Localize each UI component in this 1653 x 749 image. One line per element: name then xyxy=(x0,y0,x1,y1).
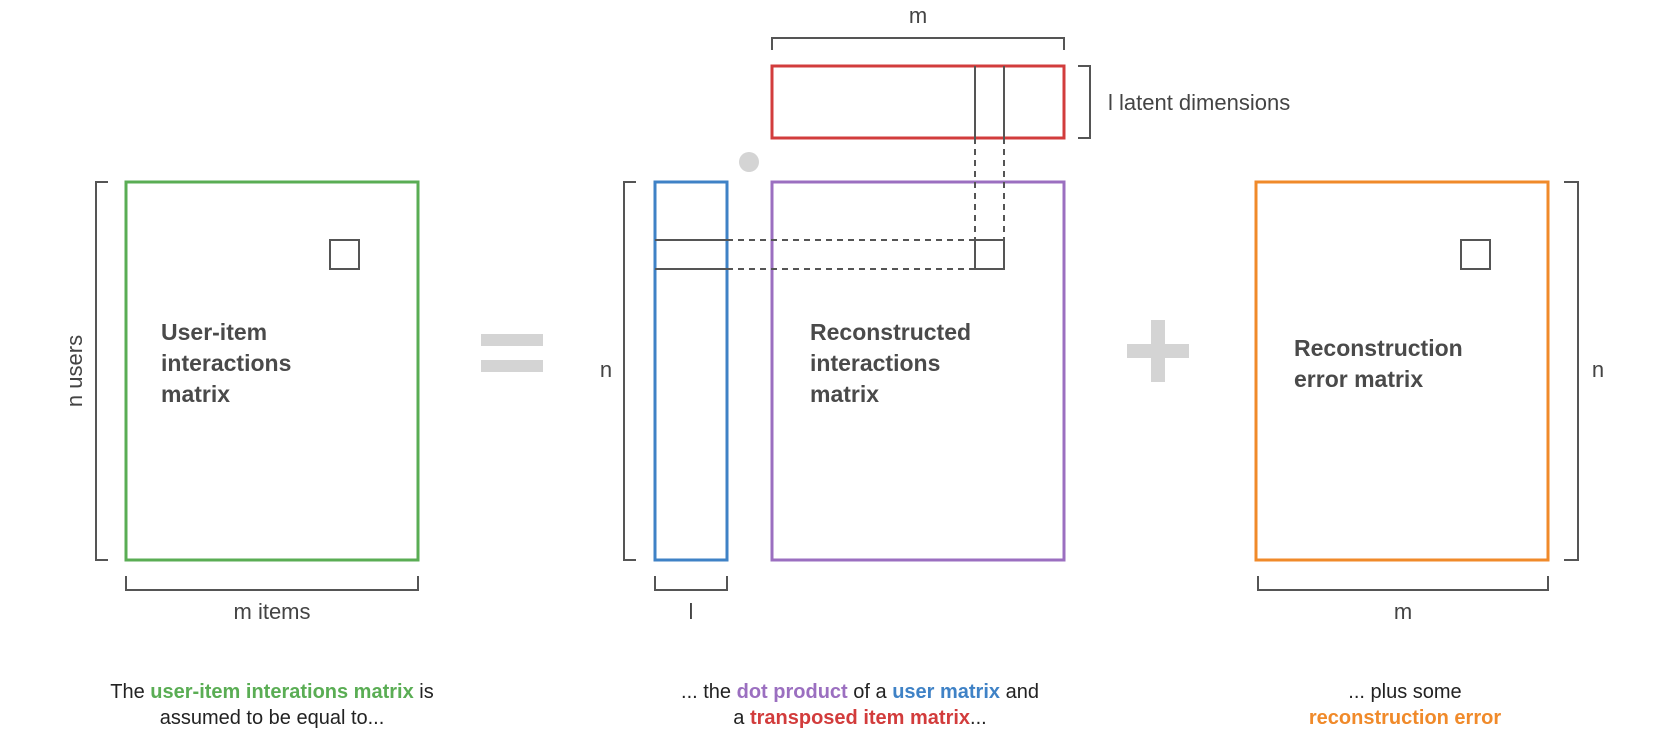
n-users-bracket xyxy=(95,181,108,561)
n-right-bracket xyxy=(1564,181,1579,561)
reconstructed-title-line3: matrix xyxy=(810,381,879,407)
caption-right-line1: ... plus some xyxy=(1348,681,1462,703)
dot-operator xyxy=(739,152,759,172)
latent-label: l latent dimensions xyxy=(1108,90,1290,115)
caption-right: ... plus some reconstruction error xyxy=(1260,679,1550,731)
item-matrix xyxy=(770,64,1066,140)
equals-bar-bottom xyxy=(481,360,543,372)
error-matrix xyxy=(1254,180,1550,562)
m-right-bracket xyxy=(1257,576,1549,591)
interactions-matrix xyxy=(124,180,420,562)
m-right-label: m xyxy=(1394,599,1412,624)
caption-middle-line2: a transposed item matrix... xyxy=(620,705,1100,731)
interactions-title-line1: User-item xyxy=(161,319,267,345)
equals-bar-top xyxy=(481,334,543,346)
interactions-cell xyxy=(329,239,360,270)
caption-middle-line2-pre: a xyxy=(733,707,750,729)
n-left-label: n xyxy=(600,357,612,382)
caption-middle-mid1: of a xyxy=(847,681,893,703)
n-left-bracket xyxy=(623,181,636,561)
interactions-title-line2: interactions xyxy=(161,350,291,376)
caption-user-matrix: user matrix xyxy=(892,681,1001,703)
latent-bracket xyxy=(1078,65,1091,139)
reconstructed-title-line2: interactions xyxy=(810,350,940,376)
caption-left-post: is xyxy=(413,681,434,703)
caption-middle-pre: ... the xyxy=(681,681,737,703)
m-top-label: m xyxy=(909,3,927,28)
error-cell xyxy=(1460,239,1491,270)
caption-left-highlight: user-item interations matrix xyxy=(150,681,414,703)
caption-middle: ... the dot product of a user matrix and… xyxy=(620,679,1100,731)
error-title-line1: Reconstruction xyxy=(1294,335,1463,361)
m-items-label: m items xyxy=(234,599,311,624)
caption-left-pre: The xyxy=(110,681,151,703)
reconstructed-cell xyxy=(974,239,1005,270)
reconstructed-matrix xyxy=(770,180,1066,562)
interactions-title-line3: matrix xyxy=(161,381,230,407)
caption-middle-mid2: and xyxy=(1000,681,1039,703)
n-right-label: n xyxy=(1592,357,1604,382)
caption-middle-line2-post: ... xyxy=(970,707,987,729)
caption-middle-line1: ... the dot product of a user matrix and xyxy=(620,679,1100,705)
m-items-bracket xyxy=(125,576,419,591)
caption-reconstruction-error: reconstruction error xyxy=(1308,707,1502,729)
caption-left: The user-item interations matrix is assu… xyxy=(60,679,484,731)
plus-vertical xyxy=(1151,320,1165,382)
caption-left-line2: assumed to be equal to... xyxy=(159,707,385,729)
caption-dot-product: dot product xyxy=(736,681,848,703)
l-bracket xyxy=(654,576,728,591)
caption-left-line1: The user-item interations matrix is xyxy=(60,679,484,705)
user-matrix xyxy=(653,180,729,562)
caption-transposed-item-matrix: transposed item matrix xyxy=(749,707,971,729)
reconstructed-title-line1: Reconstructed xyxy=(810,319,971,345)
m-top-bracket xyxy=(771,37,1065,50)
error-title-line2: error matrix xyxy=(1294,366,1423,392)
l-label: l xyxy=(689,599,694,624)
n-users-label: n users xyxy=(62,335,87,407)
